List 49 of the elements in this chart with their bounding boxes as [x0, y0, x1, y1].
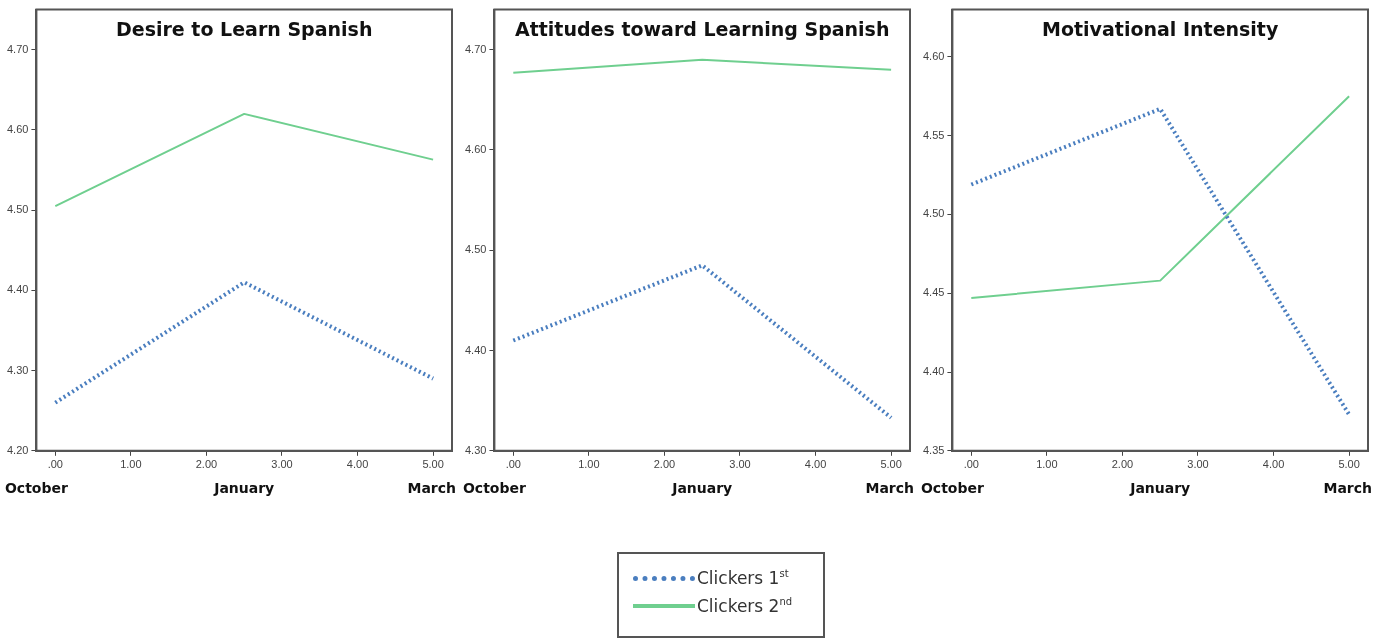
text: March — [407, 480, 457, 497]
text: March — [1323, 480, 1373, 497]
x-tick-label: 4.00 — [1262, 458, 1285, 471]
y-tick-label: 4.70 — [464, 42, 487, 55]
x-tick-label: 5.00 — [880, 458, 902, 471]
x-tick-label: 2.00 — [653, 458, 676, 471]
x-tick-label: .00 — [505, 458, 521, 471]
legend-label: Clickers 1$^{st}$ — [697, 568, 789, 588]
y-tick-label: 4.40 — [6, 283, 29, 296]
text: January — [671, 480, 733, 497]
y-tick-label: 4.30 — [464, 443, 487, 456]
y-tick-label: 4.30 — [6, 363, 29, 376]
text: Desire to Learn Spanish — [115, 18, 373, 41]
y-tick-label: 4.70 — [6, 42, 29, 55]
x-tick-label: 3.00 — [1187, 458, 1209, 471]
x-tick-label: 4.00 — [346, 458, 369, 471]
x-tick-label: 4.00 — [804, 458, 827, 471]
text: Attitudes toward Learning Spanish — [514, 18, 890, 41]
text: January — [1129, 480, 1191, 497]
y-tick-label: 4.35 — [922, 443, 945, 456]
x-tick-label: .00 — [963, 458, 979, 471]
text: Motivational Intensity — [1042, 18, 1279, 41]
y-tick-label: 4.55 — [922, 128, 945, 141]
x-tick-label: 3.00 — [729, 458, 751, 471]
text: October — [920, 480, 984, 497]
y-tick-label: 4.60 — [6, 122, 29, 135]
x-tick-label: 5.00 — [422, 458, 444, 471]
x-tick-label: 2.00 — [195, 458, 218, 471]
x-tick-label: 1.00 — [1036, 458, 1058, 471]
y-tick-label: 4.50 — [922, 207, 945, 220]
text: January — [213, 480, 275, 497]
y-tick-label: 4.50 — [6, 203, 29, 216]
x-tick-label: 5.00 — [1338, 458, 1360, 471]
x-tick-label: .00 — [47, 458, 63, 471]
y-tick-label: 4.50 — [464, 243, 487, 256]
y-tick-label: 4.60 — [464, 143, 487, 156]
x-tick-label: 1.00 — [578, 458, 600, 471]
legend-label: Clickers 2$^{nd}$ — [697, 596, 793, 616]
x-tick-label: 2.00 — [1111, 458, 1134, 471]
text: March — [865, 480, 915, 497]
x-tick-label: 3.00 — [271, 458, 293, 471]
y-tick-label: 4.40 — [464, 343, 487, 356]
y-tick-label: 4.60 — [922, 49, 945, 62]
text: October — [4, 480, 68, 497]
y-tick-label: 4.20 — [6, 443, 29, 456]
y-tick-label: 4.45 — [922, 286, 945, 299]
x-tick-label: 1.00 — [120, 458, 142, 471]
y-tick-label: 4.40 — [922, 365, 945, 378]
text: October — [462, 480, 526, 497]
